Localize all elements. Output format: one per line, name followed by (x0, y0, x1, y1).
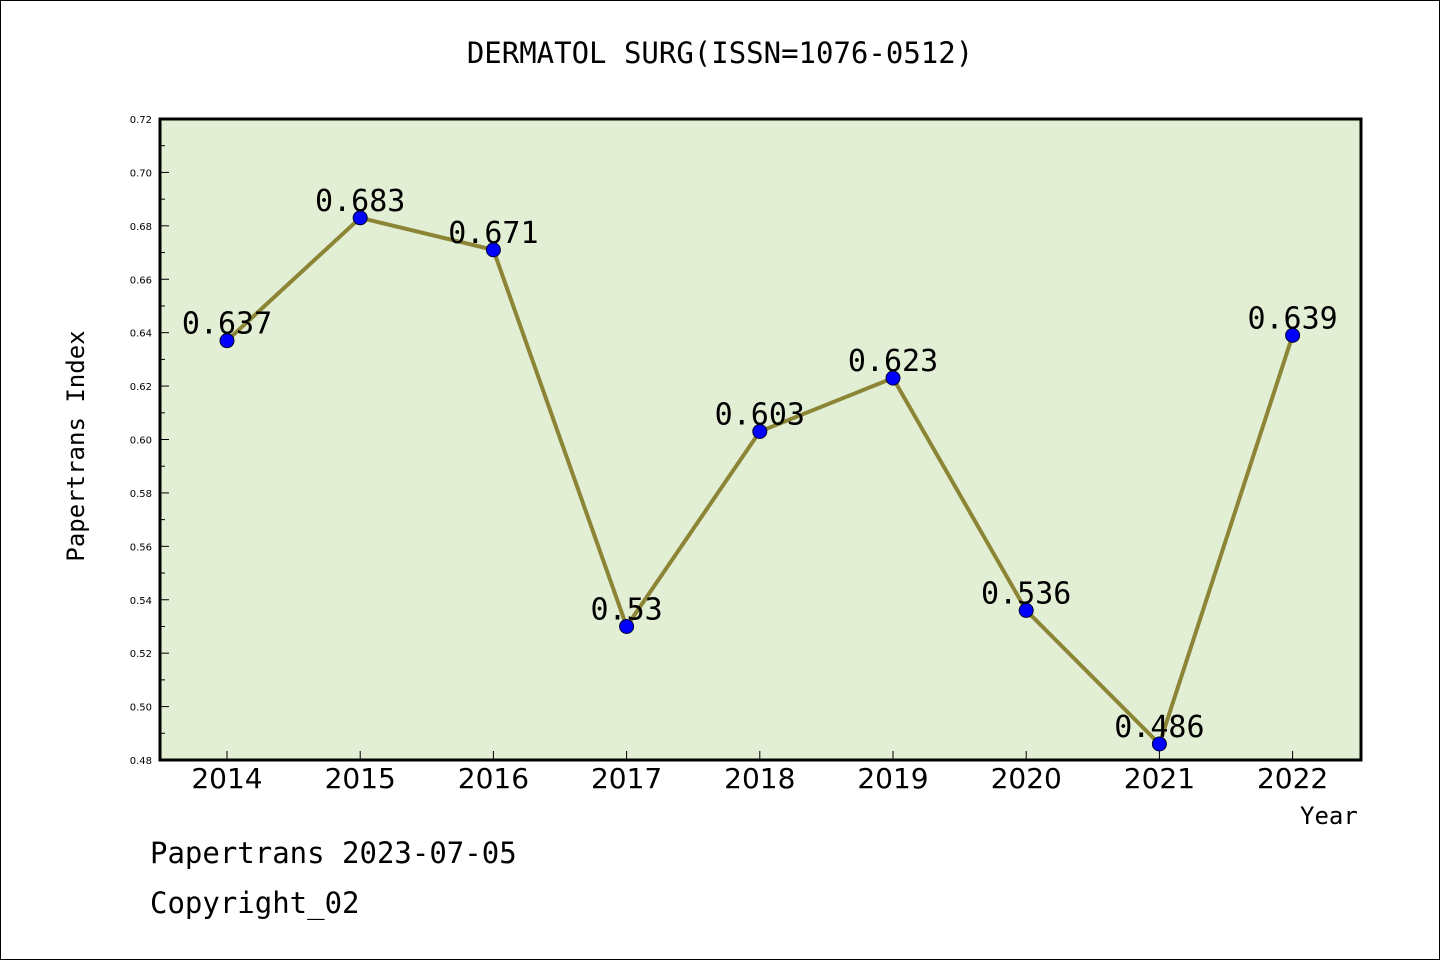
y-tick-label: 0.66 (130, 275, 152, 286)
data-label: 0.603 (715, 397, 805, 432)
x-tick-label: 2020 (991, 762, 1062, 795)
y-tick-label: 0.56 (130, 542, 152, 553)
y-tick-label: 0.64 (130, 329, 152, 340)
data-point (1151, 736, 1167, 752)
x-tick-label: 2015 (325, 762, 396, 795)
y-tick-label: 0.52 (130, 649, 152, 660)
x-tick-label: 2019 (857, 762, 928, 795)
plot-area (158, 117, 1363, 762)
data-point (619, 618, 635, 634)
x-tick-label: 2014 (191, 762, 262, 795)
data-labels: 0.637 0.683 0.671 0.53 0.603 0.623 0.536 0.486 0… (182, 184, 1338, 745)
data-point (485, 242, 501, 258)
data-markers (219, 210, 1301, 752)
data-label: 0.53 (590, 592, 662, 627)
y-tick-label: 0.72 (130, 115, 152, 126)
data-point (352, 210, 368, 226)
data-point (1285, 327, 1301, 343)
y-tick-label: 0.68 (130, 222, 152, 233)
x-axis-label: Year (1300, 802, 1358, 830)
data-label: 0.671 (448, 216, 538, 251)
data-label: 0.639 (1247, 301, 1337, 336)
x-tick-label: 2018 (724, 762, 795, 795)
data-point (752, 423, 768, 439)
data-point (1018, 602, 1034, 618)
y-tick-label: 0.50 (130, 703, 152, 714)
data-label: 0.623 (848, 344, 938, 379)
x-tick-label: 2022 (1257, 762, 1328, 795)
x-axis-ticks: 2014 2015 2016 2017 2018 2019 2020 2021 2022 (191, 751, 1328, 795)
x-tick-label: 2017 (591, 762, 662, 795)
data-point (885, 370, 901, 386)
footer-date: Papertrans 2023-07-05 (150, 836, 517, 870)
x-tick-label: 2016 (458, 762, 529, 795)
y-tick-label: 0.70 (130, 168, 152, 179)
footer-copyright: Copyright_02 (150, 886, 360, 920)
y-tick-label: 0.48 (130, 756, 152, 767)
data-label: 0.637 (182, 307, 272, 342)
y-tick-label: 0.58 (130, 489, 152, 500)
data-point (219, 333, 235, 349)
x-tick-label: 2021 (1124, 762, 1195, 795)
y-tick-label: 0.54 (130, 596, 152, 607)
y-tick-label: 0.62 (130, 382, 152, 393)
y-tick-label: 0.60 (130, 436, 152, 447)
chart-title: DERMATOL SURG(ISSN=1076-0512) (466, 36, 974, 70)
data-label: 0.486 (1114, 710, 1204, 745)
data-label: 0.536 (981, 576, 1071, 611)
y-axis-ticks: 0.48 0.50 0.52 0.54 0.56 0.58 0.60 0.62 0.64 0.66… (130, 115, 169, 767)
data-label: 0.683 (315, 184, 405, 219)
